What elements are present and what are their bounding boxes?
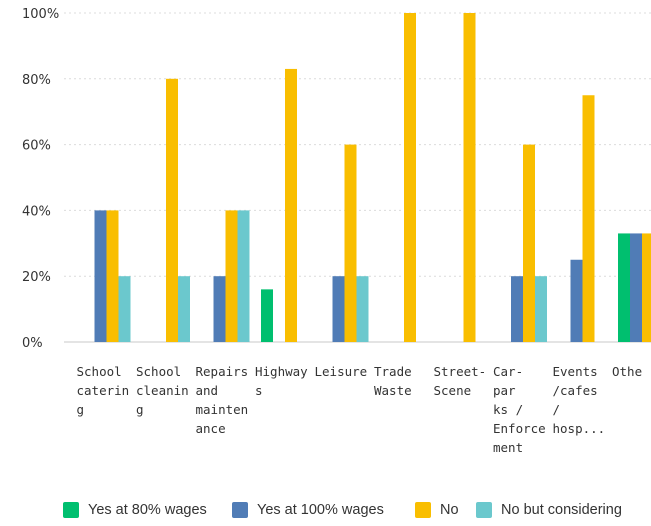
bar-yes-at-100-wages-0[interactable] xyxy=(94,210,107,342)
bar-yes-at-80-wages-9[interactable] xyxy=(618,233,630,342)
x-tick-label: Repairs and mainten ance xyxy=(196,364,249,436)
legend-label: No xyxy=(440,502,459,518)
legend-label: Yes at 80% wages xyxy=(88,502,207,518)
legend-swatch xyxy=(415,502,431,518)
bar-yes-at-100-wages-8[interactable] xyxy=(570,259,583,342)
x-tick-label: Leisure xyxy=(315,364,368,379)
bar-no-2[interactable] xyxy=(225,210,238,342)
x-tick-label: Othe xyxy=(612,364,642,379)
x-tick-label: Events/cafes / hosp... xyxy=(553,364,606,436)
y-tick-label: 20% xyxy=(22,270,51,285)
bar-yes-at-100-wages-9[interactable] xyxy=(630,233,642,342)
bars xyxy=(94,13,651,343)
bar-no-6[interactable] xyxy=(463,13,476,342)
legend-item[interactable]: No xyxy=(415,497,459,523)
legend-label: Yes at 100% wages xyxy=(257,502,384,518)
y-tick-label: 80% xyxy=(22,73,51,88)
legend-swatch xyxy=(232,502,248,518)
legend-item[interactable]: Yes at 80% wages xyxy=(63,497,207,523)
legend-swatch xyxy=(63,502,79,518)
bar-no-but-considering-1[interactable] xyxy=(178,276,190,342)
bar-yes-at-100-wages-4[interactable] xyxy=(332,276,345,342)
x-tick-label: Highway s xyxy=(255,364,308,398)
legend-label: No but considering xyxy=(501,502,622,518)
gridlines xyxy=(64,12,651,277)
bar-no-3[interactable] xyxy=(285,68,297,343)
bar-no-but-considering-2[interactable] xyxy=(237,210,250,342)
bar-no-but-considering-0[interactable] xyxy=(118,276,131,342)
bar-no-9[interactable] xyxy=(642,233,651,342)
y-tick-label: 100% xyxy=(22,7,59,22)
x-tick-label: Trade Waste xyxy=(374,364,412,398)
y-tick-label: 60% xyxy=(22,139,51,154)
x-tick-label: School cleanin g xyxy=(136,364,189,417)
legend-item[interactable]: No but considering xyxy=(476,497,622,523)
bar-no-5[interactable] xyxy=(404,13,416,342)
bar-no-but-considering-4[interactable] xyxy=(356,276,369,342)
y-tick-label: 0% xyxy=(22,336,43,351)
y-tick-label: 40% xyxy=(22,204,51,219)
bar-yes-at-80-wages-3[interactable] xyxy=(261,289,273,342)
legend: Yes at 80% wages Yes at 100% wages No No bu… xyxy=(0,497,651,523)
bar-no-1[interactable] xyxy=(166,78,178,343)
bar-no-0[interactable] xyxy=(106,210,119,342)
bar-no-7[interactable] xyxy=(523,144,535,342)
bar-no-4[interactable] xyxy=(344,144,357,342)
legend-swatch xyxy=(476,502,492,518)
x-tick-label: School caterin g xyxy=(77,364,130,417)
legend-item[interactable]: Yes at 100% wages xyxy=(232,497,384,523)
bar-no-8[interactable] xyxy=(582,95,595,342)
y-axis: 0% 20% 40% 60% 80% 100% xyxy=(22,7,651,351)
x-tick-label: Car-par ks / Enforce ment xyxy=(493,364,546,455)
bar-yes-at-100-wages-2[interactable] xyxy=(213,276,226,342)
x-tick-label: Street-Scene xyxy=(434,364,487,398)
bar-no-but-considering-7[interactable] xyxy=(535,276,547,342)
bar-yes-at-100-wages-7[interactable] xyxy=(511,276,523,342)
